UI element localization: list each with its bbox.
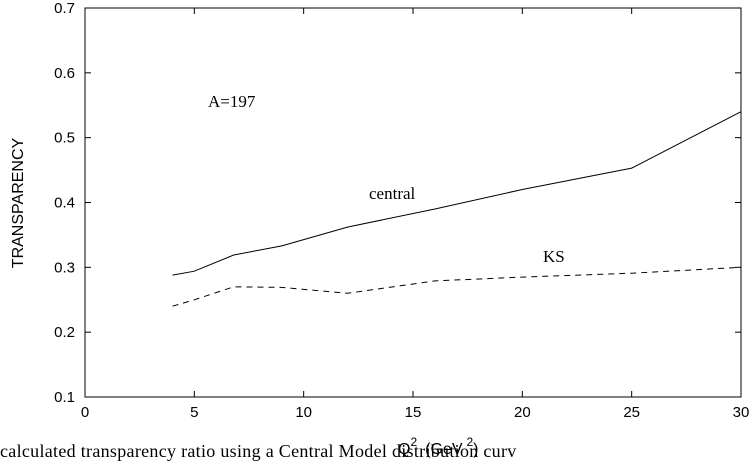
- x-axis-title-symbol: Q: [398, 441, 410, 458]
- x-axis-title-superscript: 2: [410, 435, 417, 449]
- figure-caption: calculated transparency ratio using a Ce…: [0, 441, 517, 461]
- annotation-central: central: [369, 184, 416, 203]
- y-tick-label: 0.6: [54, 65, 75, 82]
- annotation-ks: KS: [543, 247, 565, 266]
- y-tick-label: 0.7: [54, 0, 75, 17]
- x-tick-label: 25: [623, 404, 640, 421]
- x-tick-label: 10: [295, 404, 312, 421]
- series-line-ks: [172, 266, 742, 307]
- x-axis-ticks: 0 5 10 15 20 25 30: [81, 8, 750, 421]
- y-tick-label: 0.5: [54, 130, 75, 147]
- y-axis-title: TRANSPARENCY: [10, 137, 27, 268]
- x-tick-label: 15: [405, 404, 422, 421]
- x-axis-title-unit: (GeV: [425, 441, 463, 458]
- series-layer: [172, 111, 742, 307]
- y-tick-label: 0.4: [54, 195, 75, 212]
- y-tick-label: 0.1: [54, 389, 75, 406]
- x-tick-label: 30: [733, 404, 750, 421]
- y-tick-label: 0.3: [54, 259, 75, 276]
- x-axis-title-unit-superscript: 2: [466, 435, 473, 449]
- annotation-nucleus: A=197: [208, 92, 256, 111]
- x-axis-title: Q2 (GeV 2): [398, 435, 479, 458]
- y-tick-label: 0.2: [54, 324, 75, 341]
- x-tick-label: 20: [514, 404, 531, 421]
- x-tick-label: 5: [190, 404, 198, 421]
- x-tick-label: 0: [81, 404, 89, 421]
- y-axis-ticks: 0.1 0.2 0.3 0.4 0.5 0.6 0.7: [54, 0, 741, 406]
- series-line-central: [172, 111, 742, 276]
- x-axis-title-unit-close: ): [473, 441, 478, 458]
